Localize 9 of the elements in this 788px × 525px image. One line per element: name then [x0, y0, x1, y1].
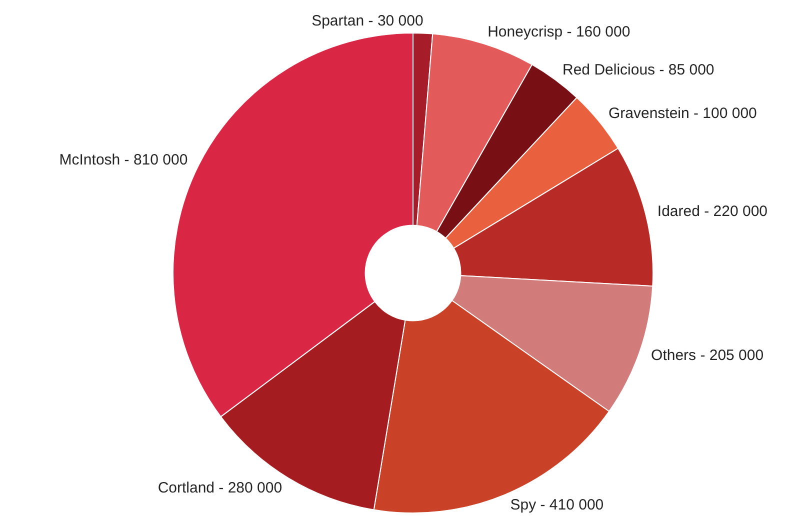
slice-label: Gravenstein - 100 000 — [608, 105, 757, 122]
slice-label: Cortland - 280 000 — [158, 479, 282, 496]
slice-label: Spy - 410 000 — [510, 496, 604, 514]
slice-label: McIntosh - 810 000 — [59, 151, 188, 168]
slice-label: Others - 205 000 — [651, 346, 764, 364]
slice-label: Honeycrisp - 160 000 — [488, 23, 630, 40]
slice-label: Red Delicious - 85 000 — [562, 61, 714, 78]
slice-label: Idared - 220 000 — [657, 202, 768, 220]
slice-label: Spartan - 30 000 — [312, 12, 424, 30]
